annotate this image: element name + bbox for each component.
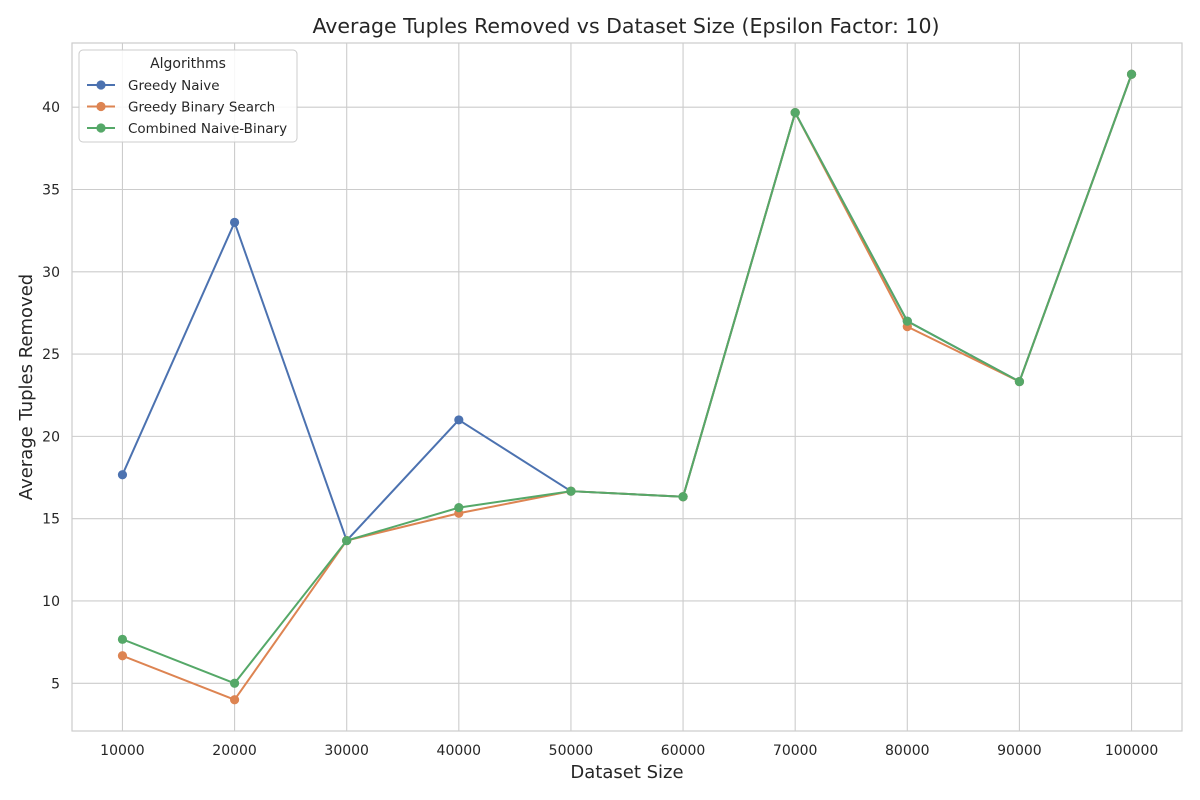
legend-item-greedy-naive: Greedy Naive (87, 78, 220, 94)
data-point-combined-naive-binary-100000 (1126, 69, 1137, 79)
data-point-greedy-binary-search-10000 (117, 651, 128, 661)
series-combined-naive-binary (117, 69, 1137, 688)
plot-area (72, 43, 1182, 731)
legend: Algorithms Greedy Naive Greedy Binary Sea… (78, 49, 298, 143)
data-point-combined-naive-binary-30000 (342, 535, 352, 546)
legend-label-combined-naive-binary: Combined Naive-Binary (128, 121, 287, 137)
y-tick-label: 20 (42, 429, 60, 445)
x-tick-label: 20000 (212, 743, 257, 759)
legend-items: Greedy Naive Greedy Binary Search Combined… (87, 78, 287, 137)
x-tick-label: 10000 (100, 743, 145, 759)
x-tick-label: 90000 (997, 743, 1042, 759)
data-point-greedy-binary-search-20000 (229, 695, 240, 705)
x-tick-label: 50000 (549, 743, 594, 759)
legend-marker-combined-naive-binary (96, 123, 106, 133)
data-point-combined-naive-binary-10000 (117, 634, 128, 644)
x-tick-label: 70000 (773, 743, 818, 759)
series-group (117, 69, 1137, 705)
legend-item-combined-naive-binary: Combined Naive-Binary (87, 121, 287, 137)
y-axis-title: Average Tuples Removed (16, 274, 37, 500)
data-point-combined-naive-binary-80000 (902, 316, 912, 326)
data-point-combined-naive-binary-40000 (454, 503, 464, 513)
y-tick-label: 5 (51, 676, 60, 692)
chart-title: Average Tuples Removed vs Dataset Size (… (312, 14, 939, 38)
data-point-greedy-naive-20000 (229, 217, 240, 228)
x-tick-label: 80000 (885, 743, 930, 759)
y-tick-label: 35 (42, 182, 60, 198)
y-tick-label: 30 (42, 265, 60, 281)
legend-title: Algorithms (150, 56, 226, 72)
legend-marker-greedy-binary-search (96, 101, 106, 112)
legend-label-greedy-naive: Greedy Naive (128, 78, 220, 94)
x-tick-label: 60000 (661, 743, 706, 759)
data-point-combined-naive-binary-60000 (678, 492, 688, 502)
y-tick-labels: 5 10 15 20 25 30 35 40 (42, 100, 60, 692)
legend-marker-greedy-naive (96, 80, 106, 90)
y-tick-label: 15 (42, 512, 60, 528)
data-point-combined-naive-binary-90000 (1014, 376, 1025, 387)
y-tick-label: 40 (42, 100, 60, 116)
data-point-greedy-naive-10000 (117, 470, 128, 480)
legend-label-greedy-binary-search: Greedy Binary Search (128, 100, 275, 116)
data-point-greedy-naive-40000 (454, 415, 464, 425)
y-tick-label: 25 (42, 347, 60, 363)
series-line-combined-naive-binary (121, 73, 1133, 685)
x-tick-labels: 10000 20000 30000 40000 50000 60000 70000 80000… (100, 743, 1158, 759)
legend-item-greedy-binary-search: Greedy Binary Search (87, 100, 275, 116)
legend-box (78, 49, 298, 143)
data-point-combined-naive-binary-70000 (790, 108, 800, 118)
plot-border (71, 42, 1183, 732)
x-tick-label: 40000 (437, 743, 482, 759)
data-point-combined-naive-binary-50000 (566, 486, 576, 496)
data-point-combined-naive-binary-20000 (229, 678, 240, 688)
gridlines (72, 43, 1182, 731)
x-tick-label: 100000 (1105, 743, 1158, 759)
x-tick-label: 30000 (324, 743, 369, 759)
x-axis-title: Dataset Size (570, 762, 683, 783)
y-tick-label: 10 (42, 594, 60, 610)
